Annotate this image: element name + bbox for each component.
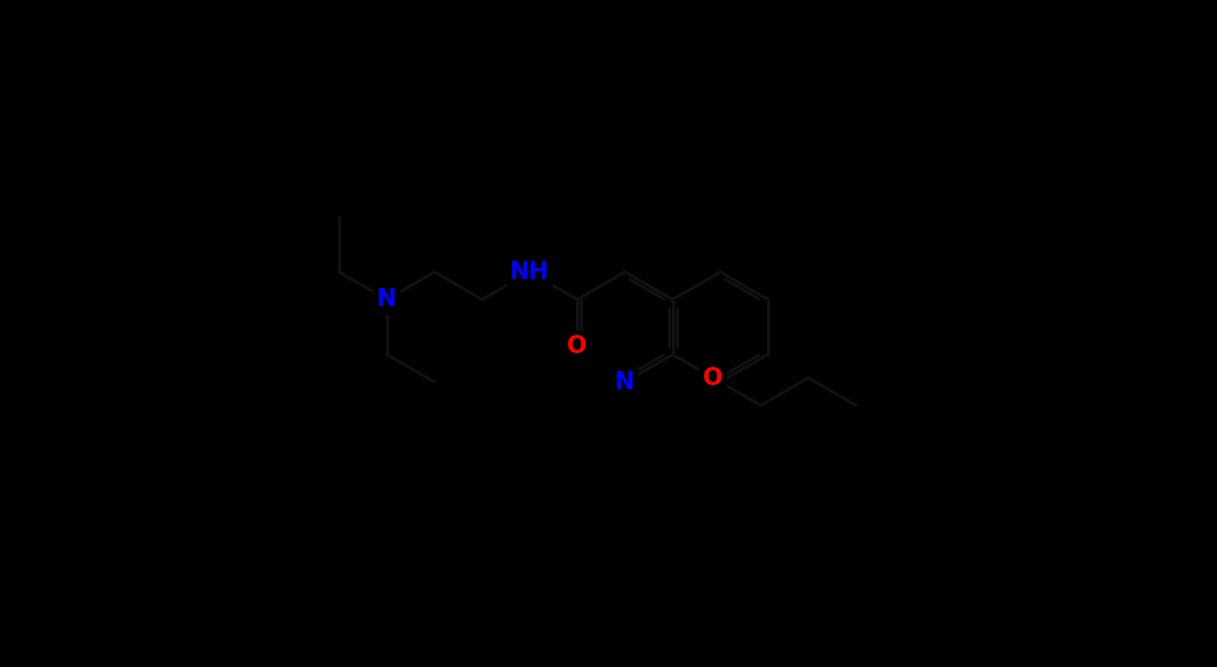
Text: N: N xyxy=(615,370,635,394)
Text: N: N xyxy=(377,287,397,311)
Text: O: O xyxy=(703,366,723,390)
Text: NH: NH xyxy=(510,260,550,284)
Text: O: O xyxy=(567,334,588,358)
